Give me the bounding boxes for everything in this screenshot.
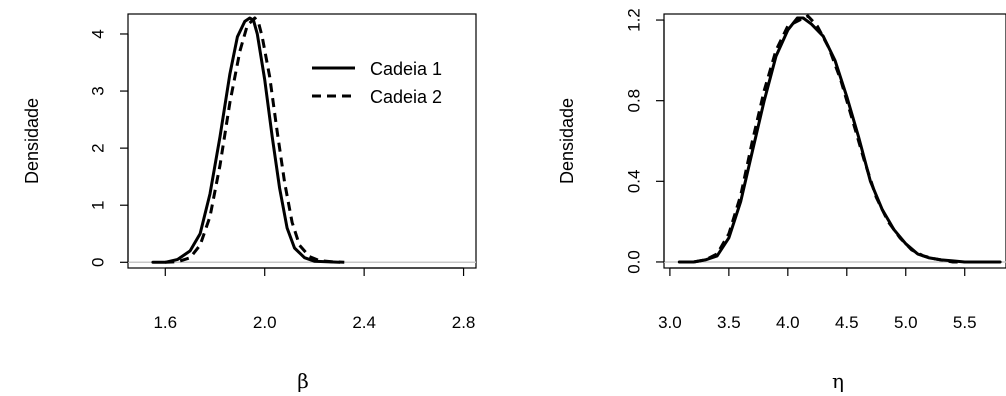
series-line-1 [151,16,341,264]
legend-label-2: Cadeia 2 [370,87,442,107]
eta-y-axis: 0.0 0.4 0.8 1.2 [625,8,665,274]
plot-box [127,13,477,269]
y-tick-label: 0.0 [625,250,644,274]
y-tick-label: 0.8 [625,89,644,113]
y-tick-label: 0.4 [625,169,644,193]
legend: Cadeia 1 Cadeia 2 [312,59,442,107]
x-axis-title-eta: η [832,369,844,393]
y-axis-title: Densidade [557,98,577,184]
x-tick-label: 2.0 [253,313,277,332]
series-line-2 [165,16,345,264]
x-tick-label: 2.8 [452,313,476,332]
y-tick-label: 1.2 [625,8,644,32]
y-tick-label: 3 [89,86,108,95]
x-tick-label: 4.5 [835,313,859,332]
y-tick-label: 0 [89,258,108,267]
x-tick-label: 3.5 [717,313,741,332]
y-tick-label: 1 [89,200,108,209]
series-line-1 [677,16,1002,264]
y-tick-label: 4 [89,29,108,38]
x-tick-label: 3.0 [658,313,682,332]
legend-label-1: Cadeia 1 [370,59,442,79]
x-tick-label: 2.4 [352,313,376,332]
eta-x-axis: 3.0 3.5 4.0 4.5 5.0 5.5 [658,267,977,332]
x-axis-title-beta: β [297,369,309,393]
y-axis-title: Densidade [22,98,42,184]
beta-x-axis: 1.6 2.0 2.4 2.8 [153,267,476,332]
eta-plot-area [664,14,1006,264]
eta-density-panel: 3.0 3.5 4.0 4.5 5.0 5.5 0.0 0.4 0.8 1.2 Densidad… [557,8,1006,393]
beta-density-panel: 1.6 2.0 2.4 2.8 0 1 2 3 4 Densidade β Cadeia 1 … [22,13,477,393]
beta-plot-area [128,16,476,264]
x-tick-label: 5.0 [894,313,918,332]
y-tick-label: 2 [89,143,108,152]
plot-box [663,13,1006,269]
beta-y-axis: 0 1 2 3 4 [89,29,129,267]
x-tick-label: 4.0 [776,313,800,332]
series-line-2 [679,14,1001,264]
x-tick-label: 1.6 [153,313,177,332]
x-tick-label: 5.5 [953,313,977,332]
